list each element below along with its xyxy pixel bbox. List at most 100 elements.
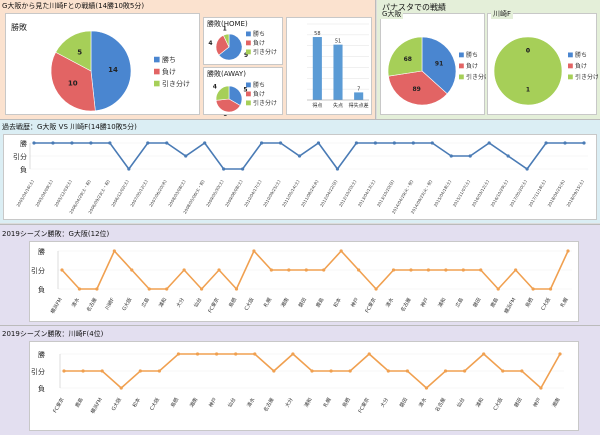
x-tick-label: 2017/05/20(土) bbox=[508, 178, 529, 208]
x-tick-label: 松本 bbox=[131, 397, 142, 409]
pie-slice bbox=[50, 51, 96, 112]
data-point bbox=[501, 369, 505, 373]
pie-slice bbox=[421, 36, 457, 95]
season-gosaka-line-chart: 勝引分負横浜FM 清水 名古屋 川崎F G大阪 広島 浦和 大分 仙台 FC東京 鳥栖 C大阪 札幌 湘南… bbox=[29, 241, 579, 322]
data-point bbox=[259, 141, 264, 145]
x-tick-label: 仙台 bbox=[226, 397, 237, 409]
x-tick-label: FC東京 bbox=[207, 297, 221, 315]
away-pie-title: 勝敗(AWAY) bbox=[207, 70, 246, 78]
legend-swatch bbox=[459, 52, 464, 58]
x-tick-label: 川崎F bbox=[104, 296, 117, 311]
bar-value-label: 51 bbox=[335, 39, 341, 45]
x-tick-label: G大阪 bbox=[110, 397, 123, 413]
data-point bbox=[32, 141, 36, 145]
data-point bbox=[482, 352, 486, 356]
data-point bbox=[203, 141, 207, 145]
data-point bbox=[449, 154, 453, 158]
data-point bbox=[392, 141, 396, 145]
data-point bbox=[329, 369, 333, 373]
x-tick-label: 2016/03/12(土) bbox=[470, 178, 491, 208]
overall-pie-title: 勝敗 bbox=[11, 23, 27, 32]
data-point bbox=[424, 386, 429, 390]
data-point bbox=[165, 287, 169, 291]
kawasaki-pie-chart: 川崎F 0 0 1 勝ち 負け 引き分け bbox=[487, 10, 598, 115]
x-tick-label: 鳥栖 bbox=[341, 397, 352, 409]
data-point bbox=[426, 268, 431, 272]
x-tick-label: 名古屋 bbox=[85, 297, 99, 314]
data-point bbox=[525, 167, 529, 171]
y-tick-label: 引分 bbox=[31, 367, 45, 376]
x-tick-label: C大阪 bbox=[492, 397, 505, 412]
season-gosaka-panel: 2019シーズン勝敗：G大阪(12位) 勝引分負横浜FM 清水 名古屋 川崎F G大阪広… bbox=[0, 224, 600, 325]
x-tick-label: C大阪 bbox=[148, 397, 161, 412]
x-tick-label: 2012/04/22(日) bbox=[319, 179, 339, 208]
home-pie-chart: 勝敗(HOME) 9 4 1 勝ち 負け 引き分け bbox=[203, 17, 283, 65]
legend-swatch bbox=[459, 74, 464, 80]
x-tick-label: C大阪 bbox=[243, 297, 256, 312]
legend-label: 負け bbox=[575, 62, 587, 70]
x-tick-label: 松本 bbox=[332, 297, 343, 309]
data-point bbox=[138, 369, 142, 373]
x-tick-label: FC東京 bbox=[51, 397, 65, 415]
data-point bbox=[316, 141, 321, 145]
data-point bbox=[496, 287, 500, 291]
data-point bbox=[147, 287, 151, 291]
pie-data-label: 9 bbox=[244, 52, 248, 59]
data-point bbox=[463, 369, 467, 373]
x-tick-label: 横浜FM bbox=[503, 297, 518, 315]
overall-pie-chart: 勝敗 14 10 5 勝ち 負け 引き分け bbox=[5, 13, 200, 115]
legend-label: 引き分け bbox=[162, 79, 190, 88]
x-tick-label: 大分 bbox=[379, 397, 390, 409]
data-point bbox=[253, 352, 257, 356]
data-point bbox=[310, 369, 314, 373]
panasta-panel: パナスタでの戦績 G大阪 918968勝ち負け引き分け 川崎F 001勝ち負け引… bbox=[377, 0, 600, 119]
season-gosaka-title: 2019シーズン勝敗：G大阪(12位) bbox=[2, 230, 110, 238]
data-point bbox=[77, 287, 82, 291]
history-title: 過去戦歴：G大阪 VS 川崎F(14勝10敗5分) bbox=[2, 123, 137, 131]
data-point bbox=[304, 268, 308, 272]
data-point bbox=[287, 268, 291, 272]
pie-slice bbox=[215, 85, 230, 101]
legend-label: 引き分け bbox=[575, 73, 598, 81]
data-point bbox=[215, 352, 219, 356]
series-line bbox=[61, 249, 569, 291]
data-point bbox=[539, 386, 543, 390]
bar bbox=[312, 37, 322, 100]
data-point bbox=[479, 268, 483, 272]
x-tick-label: 2007/06/20(水) bbox=[147, 178, 168, 208]
x-tick-label: 2016/10/29(土) bbox=[489, 178, 510, 208]
legend-swatch bbox=[246, 40, 251, 46]
legend-swatch bbox=[246, 91, 251, 97]
data-point bbox=[297, 154, 302, 158]
history-line-chart: 勝引分負 2005/04/16(土) 2005/04/09(土) 2005/12/03… bbox=[3, 134, 597, 220]
x-tick-label: 札幌 bbox=[262, 297, 273, 309]
x-tick-label: 2008/03/08(土) bbox=[166, 178, 187, 208]
x-tick-label: 磐田 bbox=[513, 397, 524, 409]
x-tick-label: 2017/11/18(土) bbox=[527, 178, 548, 208]
data-point bbox=[184, 154, 188, 158]
history-panel: 過去戦歴：G大阪 VS 川崎F(14勝10敗5分) 勝引分負 2005/04/16… bbox=[0, 119, 600, 223]
data-point bbox=[108, 141, 112, 145]
data-point bbox=[112, 249, 116, 253]
pie-data-label: 6 bbox=[223, 115, 227, 116]
y-tick-label: 勝 bbox=[38, 350, 45, 359]
x-tick-label: FC東京 bbox=[364, 297, 378, 315]
data-point bbox=[157, 369, 161, 373]
bar-category-label: 得点 bbox=[312, 102, 322, 109]
x-tick-label: G大阪 bbox=[121, 297, 134, 313]
data-point bbox=[62, 369, 66, 373]
data-point bbox=[520, 369, 524, 373]
pie-data-label: 0 bbox=[526, 48, 530, 55]
data-point bbox=[339, 249, 343, 253]
season-kawasaki-panel: 2019シーズン勝敗：川崎F(4位) 勝引分負 FC東京 鹿島 横浜FM G大阪 松本 C大… bbox=[0, 325, 600, 435]
x-tick-label: 2011/05/14(土) bbox=[280, 178, 301, 208]
pie-slice bbox=[493, 36, 563, 106]
x-tick-label: 2009/05/30(土) bbox=[204, 178, 225, 208]
data-point bbox=[130, 268, 134, 272]
legend-label: 勝ち bbox=[162, 55, 176, 64]
legend-swatch bbox=[568, 52, 573, 58]
series-line bbox=[34, 141, 584, 171]
x-tick-label: 2010/04/17(土) bbox=[242, 178, 263, 208]
x-tick-label: 札幌 bbox=[559, 297, 570, 309]
